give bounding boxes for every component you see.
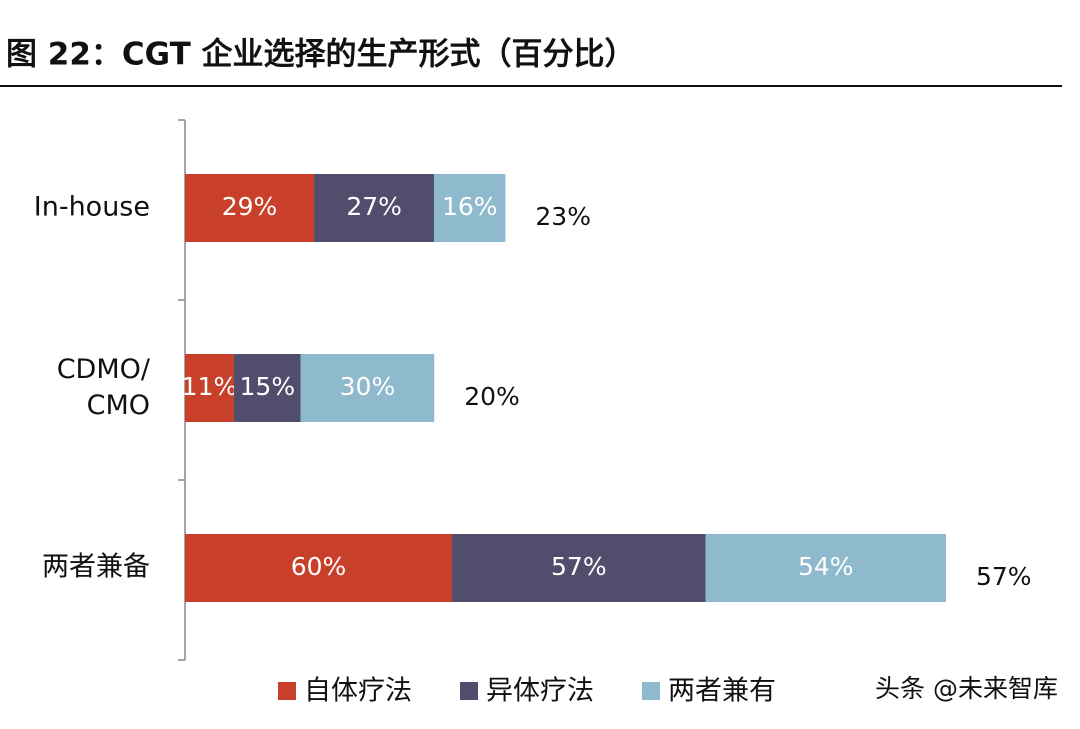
bar-segment <box>233 354 301 422</box>
legend-swatch <box>278 682 296 700</box>
bar-segment <box>185 534 452 602</box>
bar-segment <box>434 174 506 242</box>
value-label: 27% <box>346 192 402 221</box>
value-label: 57% <box>551 552 607 581</box>
legend-label: 异体疗法 <box>486 676 594 707</box>
legend-swatch <box>642 682 660 700</box>
y-tick-label: 两者兼备 <box>42 552 150 583</box>
legend-label: 自体疗法 <box>304 676 412 707</box>
value-label: 29% <box>222 192 278 221</box>
chart-title: 图 22：CGT 企业选择的生产形式（百分比） <box>6 37 636 73</box>
y-tick-label: CDMO/CMO <box>57 354 151 421</box>
value-label: 60% <box>291 552 347 581</box>
bar-segment <box>452 534 706 602</box>
side-value-label: 57% <box>976 562 1032 591</box>
watermark: 头条 @未来智库 <box>875 674 1058 703</box>
value-label: 30% <box>340 372 396 401</box>
bar-segment <box>300 354 435 422</box>
value-label: 16% <box>442 192 498 221</box>
value-label: 15% <box>240 372 296 401</box>
bar-segment <box>314 174 435 242</box>
value-label: 54% <box>798 552 854 581</box>
bar-segment <box>185 354 234 422</box>
bar-segment <box>705 534 946 602</box>
bar-segment <box>185 174 315 242</box>
value-label: 11% <box>182 372 238 401</box>
side-value-label: 20% <box>464 382 520 411</box>
legend-label: 两者兼有 <box>668 676 776 707</box>
legend-swatch <box>460 682 478 700</box>
y-tick-label: In-house <box>34 192 150 223</box>
side-value-label: 23% <box>535 202 591 231</box>
